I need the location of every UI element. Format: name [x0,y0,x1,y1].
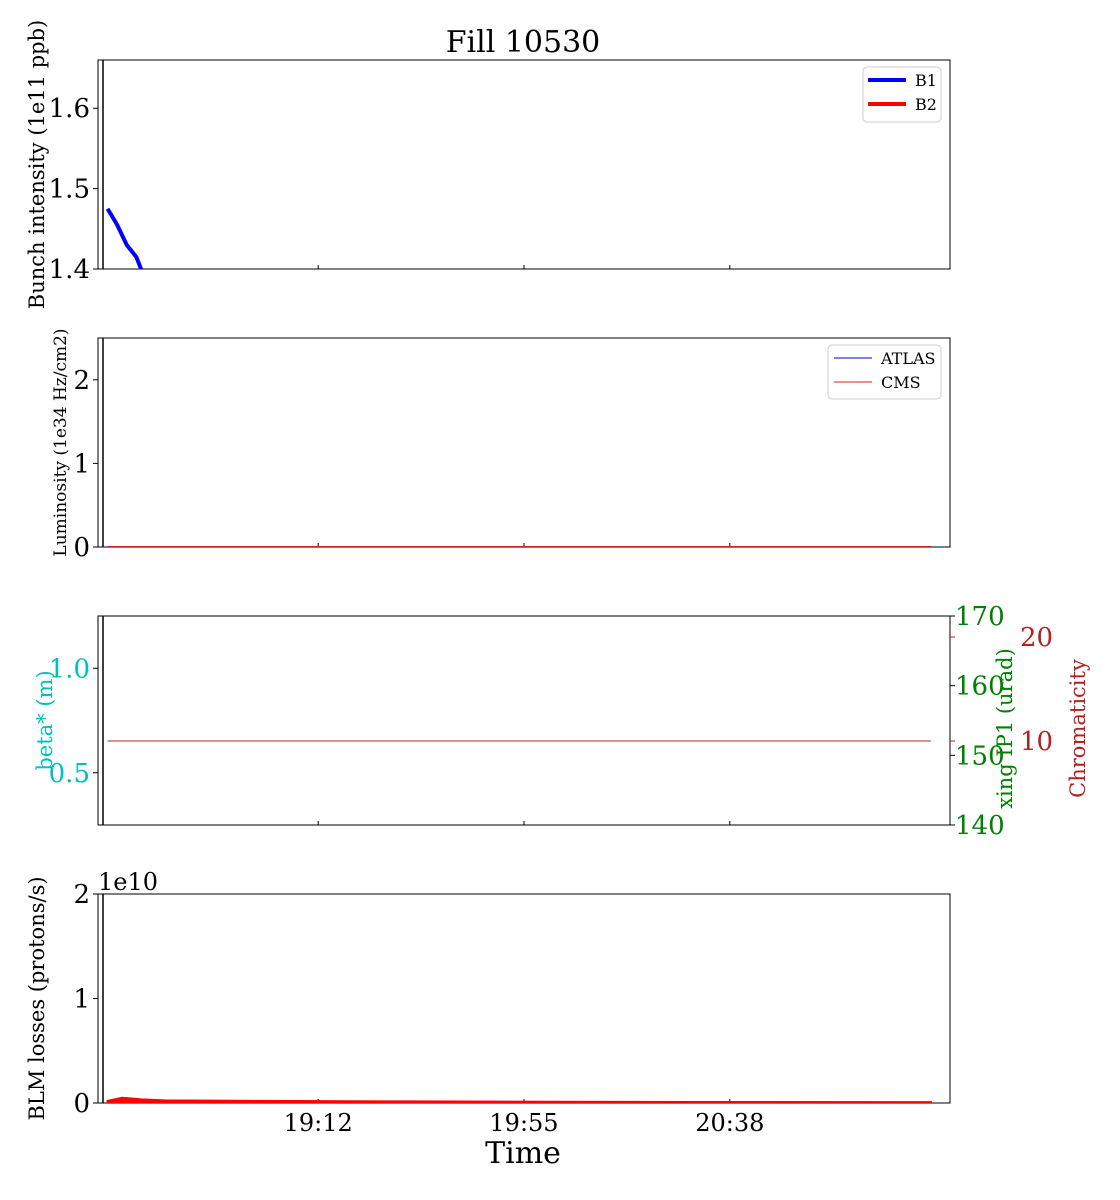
y-axis-label: BLM losses (protons/s) [25,876,49,1120]
y-tick-label: 0.5 [49,759,90,789]
y2-tick-label: 140 [955,811,1005,841]
plot-series-area [105,207,143,269]
y-tick-label: 1 [73,985,90,1015]
y-offset-label: 1e10 [98,868,158,896]
legend-label: ATLAS [880,349,936,368]
x-axis-label: Time [485,1136,561,1171]
y-tick-label: 2 [73,366,90,396]
legend-label: B2 [915,95,937,114]
y-axis-label: beta* (m) [33,670,57,770]
x-tick-label: 19:12 [284,1109,353,1137]
y-tick-label: 1.6 [49,94,90,124]
y-tick-label: 0 [73,1089,90,1119]
y-tick-label: 1 [73,449,90,479]
y-tick-label: 1.0 [49,654,90,684]
panel-losses: 19:12 19:55 20:38 0 1 2 BLM losses (protons/s)… [25,868,951,1137]
legend: ATLAS CMS [827,344,942,400]
y2-axis-label: xing IP1 (urad) [993,648,1017,809]
y-axis-label: Luminosity (1e34 Hz/cm2) [51,328,71,556]
plot-frame [97,893,951,1104]
series-line-b1 [105,207,143,269]
y-tick-label: 0 [73,533,90,563]
y2-tick-label: 170 [955,602,1005,632]
y-tick-label: 1.4 [49,255,90,285]
y3-axis-label: Chromaticity [1066,659,1090,798]
x-tick-label: 20:38 [695,1109,764,1137]
plot-frame [97,615,951,826]
x-tick-label: 19:55 [489,1109,558,1137]
figure-title: Fill 10530 [446,25,601,60]
plot-series-area [106,1096,932,1103]
y-tick-label: 1.5 [49,175,90,205]
y3-tick-label: 20 [1020,623,1053,653]
y-axis-label: Bunch intensity (1e11 ppb) [25,20,49,309]
y-tick-label: 2 [73,880,90,910]
legend-label: CMS [881,373,921,392]
y2-tick-label: 150 [955,741,1005,771]
losses-area [106,1096,932,1103]
y3-tick-label: 10 [1020,727,1053,757]
y2-tick-label: 160 [955,672,1005,702]
legend-label: B1 [915,71,937,90]
plot-frame [97,337,951,548]
plot-frame [97,59,951,270]
